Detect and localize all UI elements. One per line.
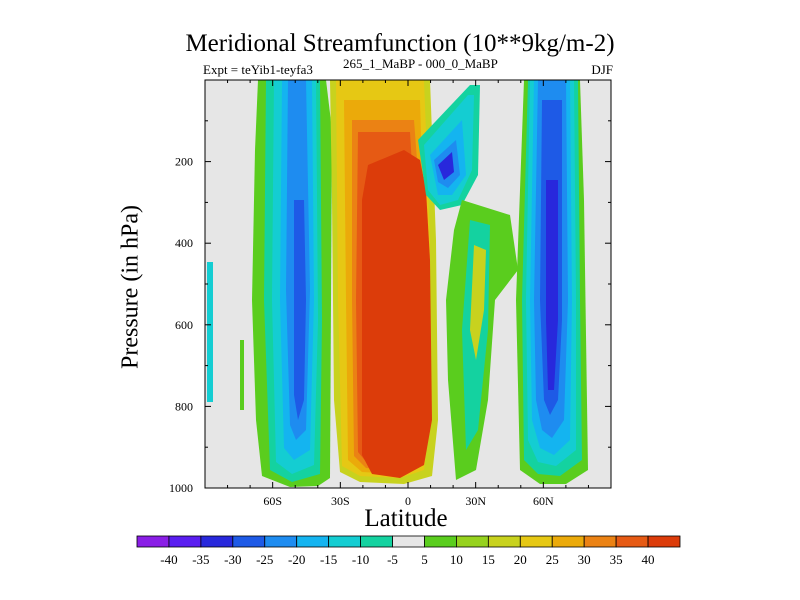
colorbar-swatch	[200, 535, 234, 548]
colorbar-label: 20	[514, 552, 527, 567]
colorbar-label: -35	[192, 552, 209, 567]
contour-band	[240, 340, 244, 410]
season-label: DJF	[591, 62, 613, 77]
contour-band	[294, 200, 306, 420]
colorbar-swatch	[519, 535, 553, 548]
colorbar-label: -40	[160, 552, 177, 567]
colorbar-label: 35	[610, 552, 623, 567]
x-axis-label: Latitude	[364, 505, 448, 532]
colorbar-label: 15	[482, 552, 495, 567]
chart-title: Meridional Streamfunction (10**9kg/m-2)	[185, 30, 615, 57]
x-tick-label: 30S	[331, 494, 350, 508]
period-label: 265_1_MaBP - 000_0_MaBP	[343, 56, 498, 71]
colorbar-swatch	[360, 535, 393, 548]
colorbar-label: 10	[450, 552, 463, 567]
colorbar: -40 -35 -30 -25 -20 -15 -10 -5 5 10 15 20 25 30 35 40	[136, 535, 681, 567]
colorbar-swatch	[615, 535, 649, 548]
axes: 60S 30S 0 30N 60N 200 400 600 800 1000	[169, 80, 611, 508]
y-tick-label: 600	[175, 318, 193, 332]
x-tick-label: 0	[405, 494, 411, 508]
colorbar-label: -30	[224, 552, 241, 567]
colorbar-swatch	[424, 535, 457, 548]
colorbar-swatch	[456, 535, 489, 548]
colorbar-swatch	[136, 535, 170, 548]
colorbar-label: 40	[642, 552, 655, 567]
y-tick-label: 1000	[169, 481, 193, 495]
contour-band	[546, 180, 558, 390]
x-tick-label: 60N	[533, 494, 554, 508]
colorbar-swatch	[583, 535, 617, 548]
colorbar-label: -5	[387, 552, 398, 567]
contour-band	[470, 245, 486, 360]
contour-band	[438, 152, 454, 180]
y-axis-label: Pressure (in hPa)	[117, 205, 144, 369]
contour-band	[207, 262, 213, 402]
y-tick-label: 800	[175, 399, 193, 413]
colorbar-label: 25	[546, 552, 559, 567]
experiment-label: Expt = teYib1-teyfa3	[203, 62, 313, 77]
y-tick-label: 200	[175, 155, 193, 169]
colorbar-swatch	[392, 535, 425, 548]
contour-field	[207, 80, 588, 487]
colorbar-swatch	[328, 535, 361, 548]
colorbar-label: -10	[352, 552, 369, 567]
colorbar-label: -15	[320, 552, 337, 567]
colorbar-swatch	[296, 535, 330, 548]
contour-band	[362, 150, 432, 478]
colorbar-label: -20	[288, 552, 305, 567]
colorbar-swatch	[232, 535, 266, 548]
colorbar-swatch	[264, 535, 298, 548]
y-tick-label: 400	[175, 236, 193, 250]
colorbar-swatch	[487, 535, 521, 548]
colorbar-label: 30	[578, 552, 591, 567]
colorbar-swatch	[551, 535, 585, 548]
colorbar-swatch	[647, 535, 681, 548]
x-tick-label: 30N	[465, 494, 486, 508]
colorbar-label: -25	[256, 552, 273, 567]
colorbar-label: 5	[421, 552, 428, 567]
colorbar-swatch	[168, 535, 202, 548]
x-tick-label: 60S	[263, 494, 282, 508]
